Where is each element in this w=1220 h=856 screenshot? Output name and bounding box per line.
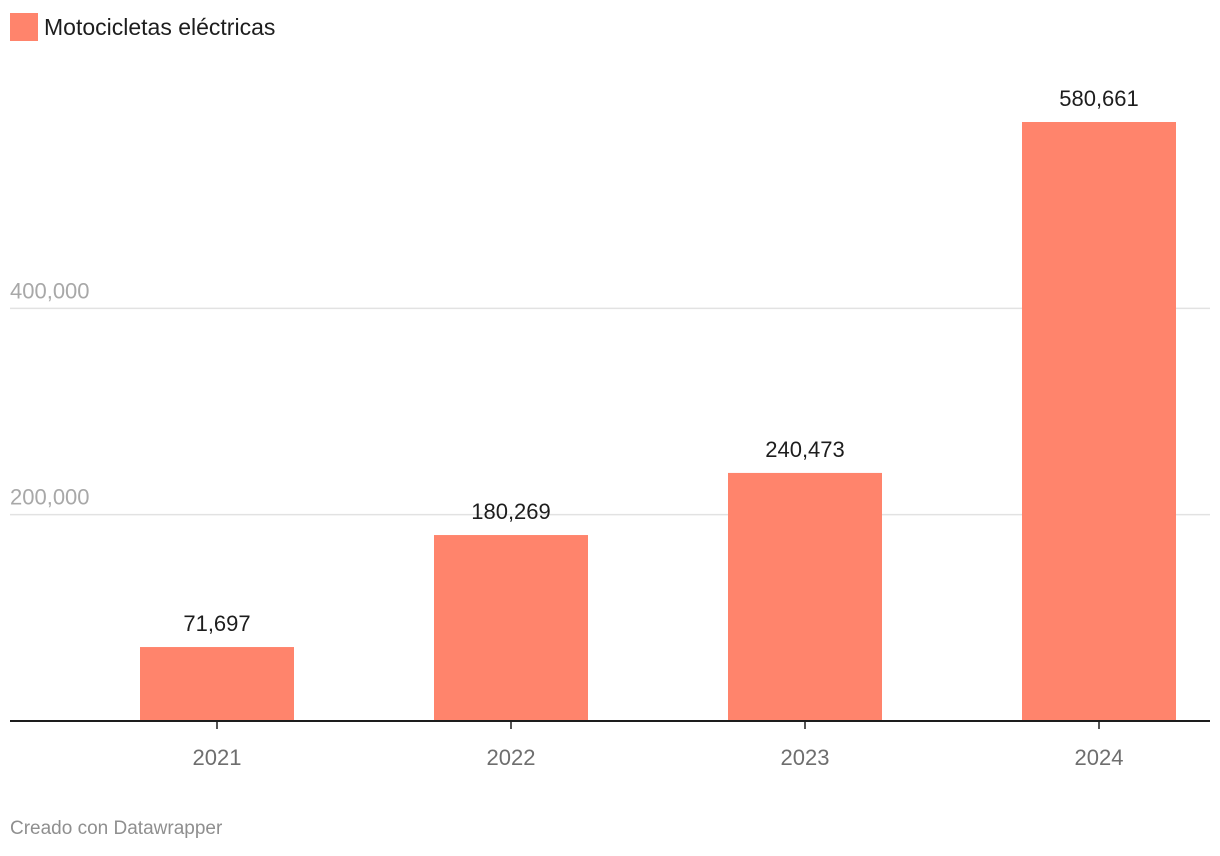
bar <box>434 535 588 721</box>
y-tick-label: 400,000 <box>10 278 90 303</box>
value-label: 240,473 <box>765 437 845 462</box>
bar-chart: 200,000 400,000 2021 2022 2023 2024 71,697 18… <box>10 86 1210 770</box>
bar <box>728 472 882 721</box>
value-label: 580,661 <box>1059 86 1139 111</box>
x-tick-label: 2022 <box>487 745 536 770</box>
legend-label: Motocicletas eléctricas <box>44 14 276 40</box>
value-label: 180,269 <box>471 499 551 524</box>
value-labels: 71,697 180,269 240,473 580,661 <box>183 86 1138 636</box>
x-tick-label: 2024 <box>1075 745 1124 770</box>
y-tick-label: 200,000 <box>10 485 90 510</box>
footer-credit: Creado con Datawrapper <box>10 818 223 839</box>
x-axis: 2021 2022 2023 2024 <box>10 720 1210 770</box>
bar <box>140 647 294 721</box>
bars <box>140 122 1176 721</box>
legend-swatch <box>10 13 38 41</box>
x-tick-label: 2023 <box>781 745 830 770</box>
value-label: 71,697 <box>183 611 250 636</box>
gridlines: 200,000 400,000 <box>10 278 1210 516</box>
bar <box>1022 122 1176 721</box>
legend: Motocicletas eléctricas <box>10 13 275 41</box>
x-tick-label: 2021 <box>193 745 242 770</box>
